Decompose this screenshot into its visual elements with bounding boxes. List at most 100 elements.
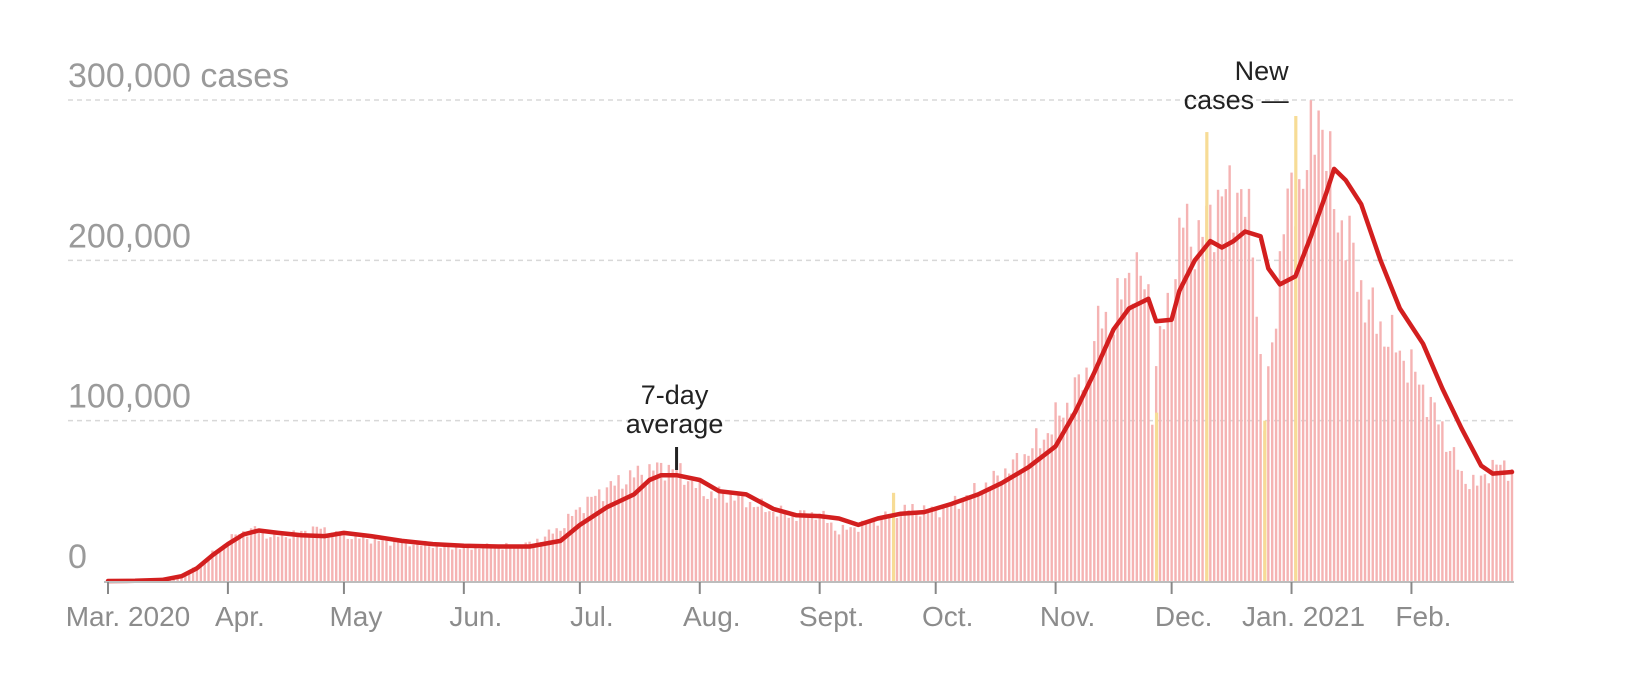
new-cases-bar <box>679 463 682 581</box>
y-tick-label: 300,000 cases <box>68 57 289 95</box>
new-cases-bar <box>1464 483 1467 581</box>
new-cases-bar <box>768 511 771 581</box>
new-cases-bar <box>1058 415 1061 581</box>
new-cases-bar <box>1038 448 1042 581</box>
new-cases-bar <box>354 534 357 581</box>
new-cases-bar <box>1135 252 1139 582</box>
new-cases-bar <box>423 540 427 581</box>
new-cases-bar <box>1116 278 1119 581</box>
x-tick-label: Oct. <box>922 601 973 632</box>
new-cases-bar <box>710 491 713 581</box>
new-cases-bar <box>837 534 841 581</box>
new-cases-bar <box>1035 428 1038 581</box>
new-cases-bar <box>748 501 752 581</box>
new-cases-bar <box>992 470 995 581</box>
new-cases-bar <box>1410 349 1413 581</box>
new-cases-bar <box>342 531 346 581</box>
new-cases-bar <box>675 469 678 581</box>
new-cases-bar <box>1429 396 1432 581</box>
new-cases-bar <box>884 511 887 581</box>
new-cases-bar <box>215 551 218 581</box>
new-cases-bar <box>1510 469 1514 581</box>
new-cases-bar <box>1359 280 1363 581</box>
x-axis: Mar. 2020 Apr. May Jun. Jul. Aug. Sept. Oct. Nov… <box>66 581 1514 632</box>
new-cases-bar <box>509 545 512 581</box>
new-cases-bar <box>338 535 342 581</box>
new-cases-bar <box>861 520 864 581</box>
new-cases-bar <box>1004 468 1007 581</box>
new-cases-bar <box>478 548 481 581</box>
new-cases-bar <box>257 532 261 581</box>
new-cases-bar <box>327 536 330 581</box>
new-cases-bar <box>594 495 597 581</box>
new-cases-bar <box>1089 377 1092 581</box>
new-cases-bar <box>1000 484 1003 581</box>
new-cases-bar <box>300 530 303 581</box>
new-cases-bar <box>493 547 496 581</box>
new-cases-bar <box>1301 188 1305 581</box>
new-cases-bar <box>1317 110 1320 581</box>
new-cases-bar <box>389 545 392 581</box>
new-cases-bar <box>1185 203 1189 581</box>
new-cases-bar <box>911 504 914 581</box>
new-cases-bar <box>1100 328 1104 581</box>
new-cases-bar <box>284 537 288 581</box>
x-tick-label: Feb. <box>1395 601 1451 632</box>
new-cases-bar <box>1182 227 1185 581</box>
new-cases-bar <box>1344 260 1347 581</box>
new-cases-bar <box>474 547 477 581</box>
new-cases-bar <box>787 517 790 581</box>
new-cases-bar <box>1499 464 1502 581</box>
new-cases-bar <box>1228 165 1231 581</box>
new-cases-bar <box>1007 473 1011 581</box>
new-cases-bar <box>470 549 473 581</box>
new-cases-bar <box>1011 459 1015 581</box>
new-cases-bar <box>590 496 593 581</box>
new-cases-bar <box>953 495 957 581</box>
new-cases-bar <box>1390 314 1394 581</box>
new-cases-bar <box>497 547 500 581</box>
new-cases-bar <box>980 493 984 581</box>
x-tick-label: Jan. 2021 <box>1242 601 1365 632</box>
new-cases-bar <box>930 506 934 581</box>
new-cases-bar <box>725 502 729 581</box>
new-cases-bar <box>451 549 454 581</box>
new-cases-bar <box>1271 342 1274 581</box>
new-cases-bar <box>501 549 504 581</box>
new-cases-bar <box>880 515 883 581</box>
annotation-label-new-cases: New <box>1235 56 1290 86</box>
new-cases-bar <box>1193 269 1197 581</box>
new-cases-bar <box>1375 333 1378 581</box>
new-cases-bar <box>1348 215 1351 581</box>
new-cases-bar <box>458 549 462 581</box>
new-cases-bar <box>199 563 203 581</box>
new-cases-bar <box>1220 196 1224 581</box>
new-cases-bar <box>574 509 578 581</box>
new-cases-bar <box>1437 424 1440 581</box>
new-cases-bars <box>106 100 1514 582</box>
new-cases-bar <box>922 505 926 581</box>
new-cases-bar <box>772 511 775 581</box>
new-cases-bar <box>365 539 369 581</box>
new-cases-bar <box>1441 421 1444 581</box>
new-cases-bar <box>949 502 953 581</box>
new-cases-bar <box>280 533 284 581</box>
new-cases-bar <box>1305 170 1309 582</box>
new-cases-bar <box>621 488 624 581</box>
new-cases-bar <box>1112 334 1115 581</box>
new-cases-bar <box>888 515 891 581</box>
new-cases-bar <box>919 516 922 581</box>
new-cases-bar <box>1093 341 1096 581</box>
new-cases-bar <box>733 500 736 581</box>
new-cases-bar <box>683 484 686 581</box>
new-cases-bar <box>489 548 493 581</box>
new-cases-bar <box>1042 439 1046 581</box>
new-cases-bar <box>1402 360 1405 581</box>
new-cases-bar <box>1332 209 1336 582</box>
x-tick-label: Sept. <box>799 601 864 632</box>
new-cases-bar <box>1209 204 1212 581</box>
new-cases-bar <box>1178 217 1181 581</box>
new-cases-bar <box>1189 246 1193 581</box>
new-cases-bar <box>729 493 732 581</box>
new-cases-bar <box>1487 483 1490 581</box>
